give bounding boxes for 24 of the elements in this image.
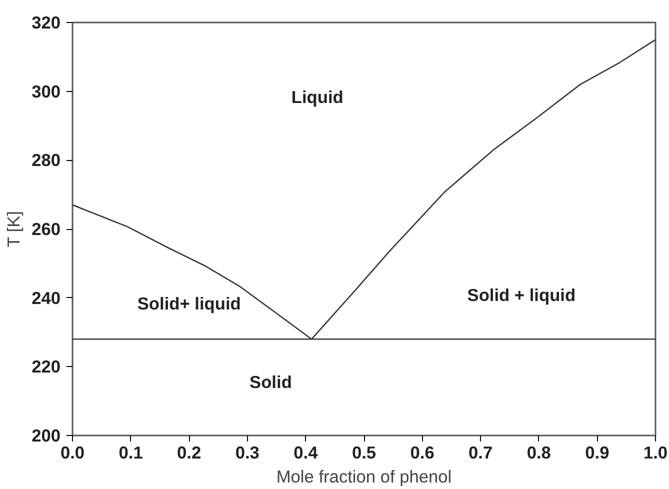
y-tick-label: 300 bbox=[32, 81, 61, 102]
x-tick-label: 0.5 bbox=[352, 442, 376, 462]
y-tick-label: 240 bbox=[32, 288, 61, 308]
y-tick-label: 280 bbox=[32, 150, 61, 170]
y-tick-label: 220 bbox=[32, 356, 61, 377]
x-tick-label: 0.3 bbox=[235, 442, 260, 462]
x-tick-label: 0.8 bbox=[526, 442, 552, 462]
y-tick-label: 320 bbox=[32, 12, 61, 32]
y-tick-label: 200 bbox=[32, 426, 61, 446]
x-tick-label: 1.0 bbox=[643, 442, 668, 462]
x-tick-label: 0.6 bbox=[410, 442, 435, 462]
x-axis-title: Mole fraction of phenol bbox=[276, 466, 452, 486]
y-tick-label: 260 bbox=[32, 219, 61, 239]
annotation: Solid+ liquid bbox=[137, 293, 241, 314]
x-tick-label: 0.7 bbox=[468, 442, 493, 462]
annotation: Solid bbox=[250, 372, 292, 392]
y-axis-title: T [K] bbox=[4, 211, 24, 248]
x-tick-label: 0.2 bbox=[177, 442, 202, 462]
x-tick-label: 0.4 bbox=[294, 442, 318, 462]
annotation: Solid + liquid bbox=[467, 285, 576, 306]
x-tick-label: 0.9 bbox=[585, 442, 610, 462]
annotation: Liquid bbox=[291, 86, 344, 107]
x-tick-label: 0.1 bbox=[118, 442, 144, 462]
x-tick-label: 0.0 bbox=[60, 442, 85, 462]
